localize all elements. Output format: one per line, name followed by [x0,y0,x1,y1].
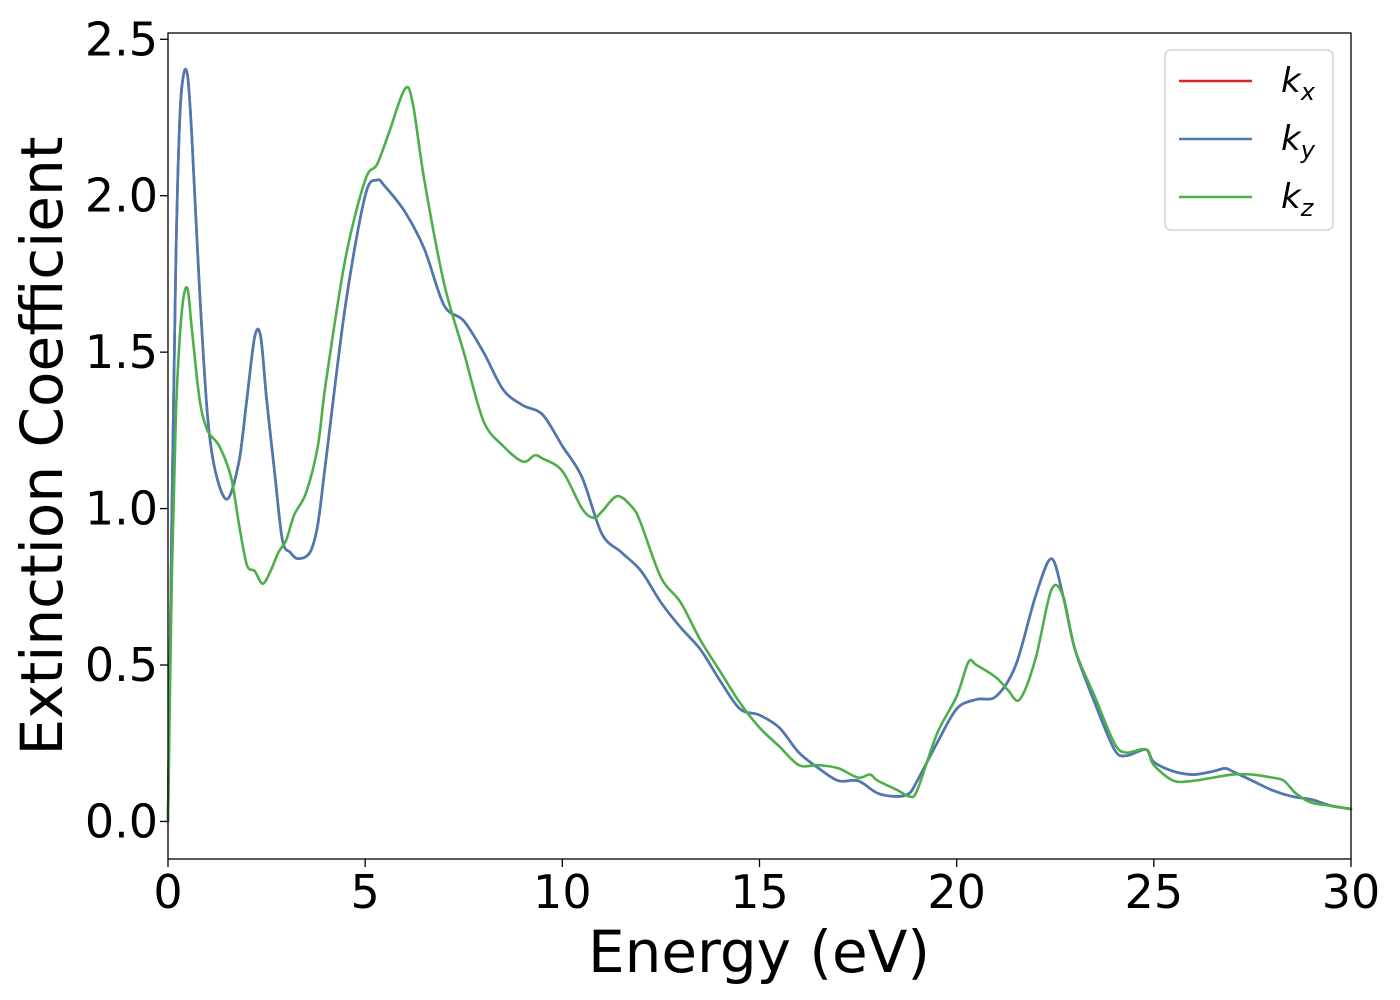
legend-label-x: kx [1281,61,1316,106]
y-tick-label: 0.5 [85,638,158,692]
legend-label-main: k [1281,119,1302,159]
legend-label-main: k [1281,177,1302,217]
series-layer [166,67,1353,823]
y-tick-label: 0.0 [85,794,158,848]
legend-label-z: kz [1281,177,1315,222]
legend-label-subscript: y [1300,136,1316,164]
x-tick-label: 25 [1125,865,1184,919]
x-tick-label: 0 [153,865,182,919]
y-tick-label: 2.5 [85,12,158,66]
y-tick-label: 1.0 [85,482,158,536]
y-tick-label: 1.5 [85,325,158,379]
x-axis-title: Energy (eV) [588,918,930,986]
y-tick-label: 2.0 [85,169,158,223]
series-line-y [166,67,1353,823]
legend-label-subscript: x [1300,78,1316,106]
x-tick-label: 10 [533,865,592,919]
y-axis: 0.0 0.5 1.0 1.5 2.0 2.5 [85,12,168,848]
y-axis-title: Extinction Coefficient [8,137,76,756]
plot-background [168,33,1351,859]
x-tick-label: 30 [1322,865,1381,919]
legend-label-y: ky [1281,119,1316,164]
x-tick-label: 5 [351,865,380,919]
legend-label-subscript: z [1300,194,1315,222]
series-line-z [166,85,1353,823]
x-axis: 0 5 10 15 20 25 30 [153,859,1380,919]
x-tick-label: 15 [730,865,789,919]
legend-label-main: k [1281,61,1302,101]
x-tick-label: 20 [927,865,986,919]
